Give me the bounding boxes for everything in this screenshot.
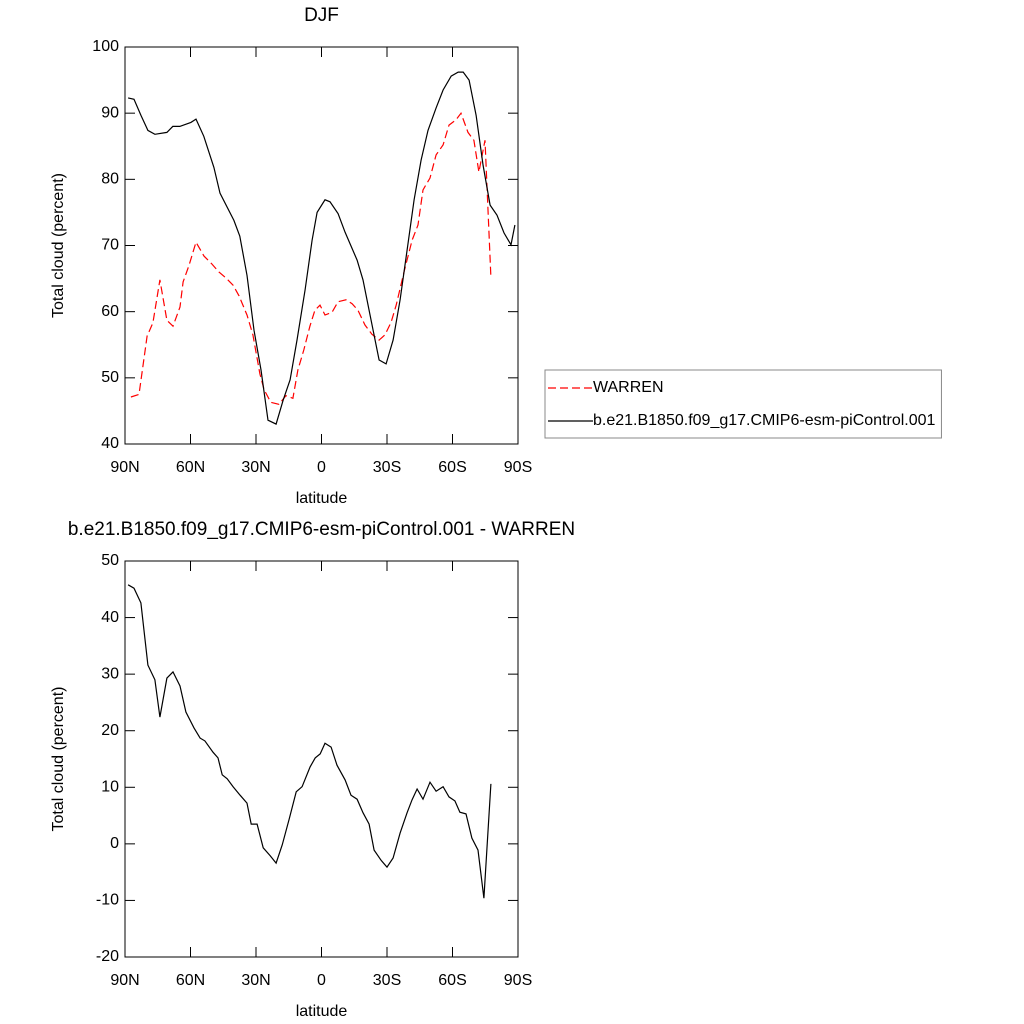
legend-label: WARREN (593, 379, 664, 396)
x-tick-label: 30S (373, 972, 401, 989)
legend: WARREN b.e21.B1850.f09_g17.CMIP6-esm-piCo… (544, 369, 942, 439)
chart-title: b.e21.B1850.f09_g17.CMIP6-esm-piControl.… (68, 519, 575, 540)
data-line (127, 71, 516, 425)
x-tick-label: 0 (317, 459, 326, 476)
y-tick-label: -10 (96, 892, 119, 909)
y-tick-label: 80 (101, 171, 119, 188)
y-tick-label: -20 (96, 948, 119, 965)
panel: b.e21.B1850.f09_g17.CMIP6-esm-piControl.… (50, 519, 575, 1020)
panel: DJF latitude Total cloud (percent) 40 50 60 70… (50, 5, 942, 507)
x-tick-label: 60S (438, 459, 466, 476)
y-axis-label: Total cloud (percent) (50, 687, 67, 832)
y-tick-label: 40 (101, 609, 119, 626)
x-tick-label: 60S (438, 972, 466, 989)
y-tick-label: 0 (110, 835, 119, 852)
data-line (130, 111, 492, 405)
legend-label: b.e21.B1850.f09_g17.CMIP6-esm-piControl.… (593, 412, 936, 429)
data-line (127, 584, 492, 899)
y-tick-label: 50 (101, 369, 119, 386)
y-tick-label: 70 (101, 237, 119, 254)
x-tick-label: 90S (504, 972, 532, 989)
y-tick-label: 50 (101, 552, 119, 569)
y-tick-label: 100 (92, 38, 119, 55)
legend-frame (544, 369, 942, 439)
y-tick-label: 30 (101, 665, 119, 682)
x-tick-label: 0 (317, 972, 326, 989)
y-axis-label: Total cloud (percent) (50, 173, 67, 318)
y-tick-label: 90 (101, 104, 119, 121)
x-tick-label: 60N (176, 972, 205, 989)
plot-frame (124, 560, 519, 958)
x-axis-label: latitude (296, 490, 348, 507)
plot-frame (124, 46, 519, 445)
x-tick-label: 90N (110, 972, 139, 989)
x-tick-label: 30N (241, 972, 270, 989)
x-tick-label: 30N (241, 459, 270, 476)
y-tick-label: 20 (101, 722, 119, 739)
x-tick-label: 30S (373, 459, 401, 476)
x-axis-label: latitude (296, 1003, 348, 1020)
y-tick-label: 60 (101, 303, 119, 320)
y-tick-label: 40 (101, 435, 119, 452)
x-tick-label: 60N (176, 459, 205, 476)
x-tick-label: 90S (504, 459, 532, 476)
chart-title: DJF (304, 5, 339, 26)
y-tick-label: 10 (101, 779, 119, 796)
x-tick-label: 90N (110, 459, 139, 476)
